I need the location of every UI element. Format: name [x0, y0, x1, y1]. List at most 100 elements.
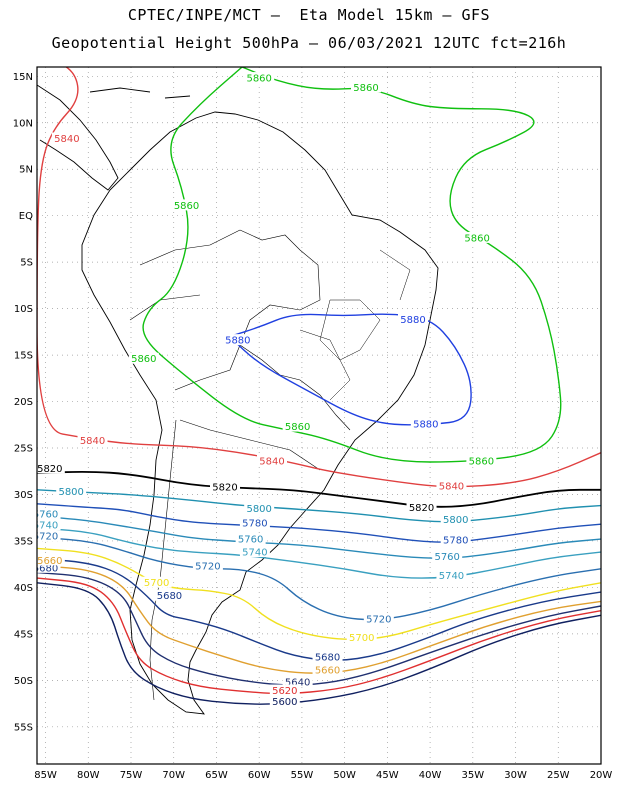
contour-labels: 5880 5880 5880 5860 5860 5860 5860 5860 5860 5860…: [33, 72, 497, 708]
contour-label-bg: [269, 695, 300, 707]
contour-label-5740: 5740: [33, 521, 58, 532]
lat-tick-label: EQ: [19, 211, 33, 222]
south-america-coastline: [81, 111, 439, 715]
lon-tick-label: 45W: [376, 770, 399, 781]
contour-label-bg: [436, 480, 467, 492]
contour-label-5780: 5780: [242, 519, 267, 530]
contour-5720: [37, 536, 601, 621]
contour-label-bg: [363, 612, 394, 624]
contour-5680: [37, 557, 601, 661]
contour-label-bg: [436, 569, 467, 581]
argentina-chile-border: [149, 419, 177, 701]
contour-label-5800: 5800: [58, 487, 83, 498]
contour-5740: [37, 527, 601, 579]
contour-label-bg: [440, 513, 471, 525]
contour-label-5720: 5720: [195, 561, 220, 572]
lon-tick-label: 75W: [120, 770, 143, 781]
contour-label-5860: 5860: [246, 74, 271, 85]
longitude-labels: 85W 80W 75W 70W 65W 60W 55W 50W 45W 40W 35W 30W 25W 2…: [34, 770, 612, 781]
lat-tick-label: 50S: [14, 676, 33, 687]
contour-label-5660: 5660: [315, 666, 340, 677]
contour-label-bg: [406, 501, 437, 513]
lat-tick-label: 45S: [14, 629, 33, 640]
contour-5760: [37, 515, 601, 559]
central-america-coastline: [37, 84, 119, 191]
lat-tick-label: 15S: [14, 351, 33, 362]
contour-5700: [37, 547, 601, 641]
contour-label-5820: 5820: [212, 482, 237, 493]
contour-label-bg: [210, 480, 240, 492]
contour-label-5680: 5680: [157, 591, 182, 602]
contour-5840: [37, 67, 601, 488]
contour-label-5600: 5600: [272, 697, 297, 708]
contour-5880: [228, 313, 472, 426]
contour-label-5700: 5700: [349, 633, 374, 644]
contour-label-bg: [37, 530, 61, 542]
contour-label-bg: [244, 72, 275, 84]
contour-label-5660: 5660: [37, 556, 62, 567]
contour-label-bg: [282, 676, 313, 688]
contour-label-bg: [154, 589, 185, 601]
contour-5660: [37, 565, 601, 674]
lat-tick-label: 55S: [14, 722, 33, 733]
lon-tick-label: 65W: [205, 770, 228, 781]
contour-label-5720: 5720: [33, 532, 58, 543]
lon-tick-label: 80W: [77, 770, 100, 781]
contour-label-5720: 5720: [366, 614, 391, 625]
lat-tick-label: 5N: [19, 165, 33, 176]
contour-label-5620: 5620: [272, 686, 297, 697]
lon-tick-label: 40W: [419, 770, 442, 781]
caribbean-islands: [89, 87, 191, 99]
contour-label-bg: [346, 631, 377, 643]
contour-label-5840: 5840: [259, 456, 284, 467]
contour-5600: [37, 582, 601, 705]
contour-label-5760: 5760: [33, 509, 58, 520]
lon-tick-label: 85W: [34, 770, 57, 781]
contour-label-bg: [37, 519, 61, 531]
lat-tick-label: 10S: [14, 304, 33, 315]
contour-label-5840: 5840: [80, 436, 105, 447]
lat-tick-label: 30S: [14, 490, 33, 501]
contour-label-5760: 5760: [434, 552, 459, 563]
contour-label-bg: [466, 454, 497, 466]
contour-label-bg: [37, 462, 65, 474]
contour-label-5700: 5700: [144, 578, 169, 589]
contour-label-bg: [282, 420, 313, 432]
contour-label-5740: 5740: [242, 548, 267, 559]
contour-label-5840: 5840: [439, 482, 464, 493]
contour-label-bg: [239, 546, 270, 558]
contour-layer: [37, 67, 601, 705]
contour-label-5640: 5640: [285, 678, 310, 689]
contour-label-5820: 5820: [409, 503, 434, 514]
contour-5820: [37, 470, 601, 508]
contour-5620: [37, 577, 601, 695]
contour-label-bg: [56, 485, 87, 497]
contour-label-bg: [141, 576, 172, 588]
lon-tick-label: 60W: [248, 770, 271, 781]
contour-label-5820: 5820: [37, 464, 62, 475]
contour-label-5860: 5860: [469, 456, 494, 467]
lat-tick-label: 35S: [14, 536, 33, 547]
contour-label-bg: [235, 533, 266, 545]
contour-label-bg: [432, 550, 463, 562]
lon-tick-label: 35W: [462, 770, 485, 781]
contour-label-bg: [312, 664, 343, 676]
contour-label-bg: [244, 502, 275, 514]
lat-tick-label: 15N: [13, 72, 33, 83]
lon-tick-label: 20W: [590, 770, 613, 781]
contour-label-bg: [77, 434, 108, 446]
contour-label-5880: 5880: [413, 419, 438, 430]
contour-label-bg: [462, 231, 493, 243]
lat-tick-label: 10N: [13, 118, 33, 129]
coastline-layer: [37, 84, 439, 715]
contour-label-bg: [37, 554, 65, 566]
lon-tick-label: 55W: [291, 770, 314, 781]
contour-5640: [37, 571, 601, 686]
contour-label-5880: 5880: [400, 315, 425, 326]
lat-tick-label: 5S: [20, 258, 33, 269]
chart-title-line1: CPTEC/INPE/MCT – Eta Model 15km – GFS: [127, 6, 491, 24]
contour-label-5680: 5680: [315, 653, 340, 664]
contour-label-bg: [410, 417, 441, 429]
contour-5860: [142, 67, 562, 463]
